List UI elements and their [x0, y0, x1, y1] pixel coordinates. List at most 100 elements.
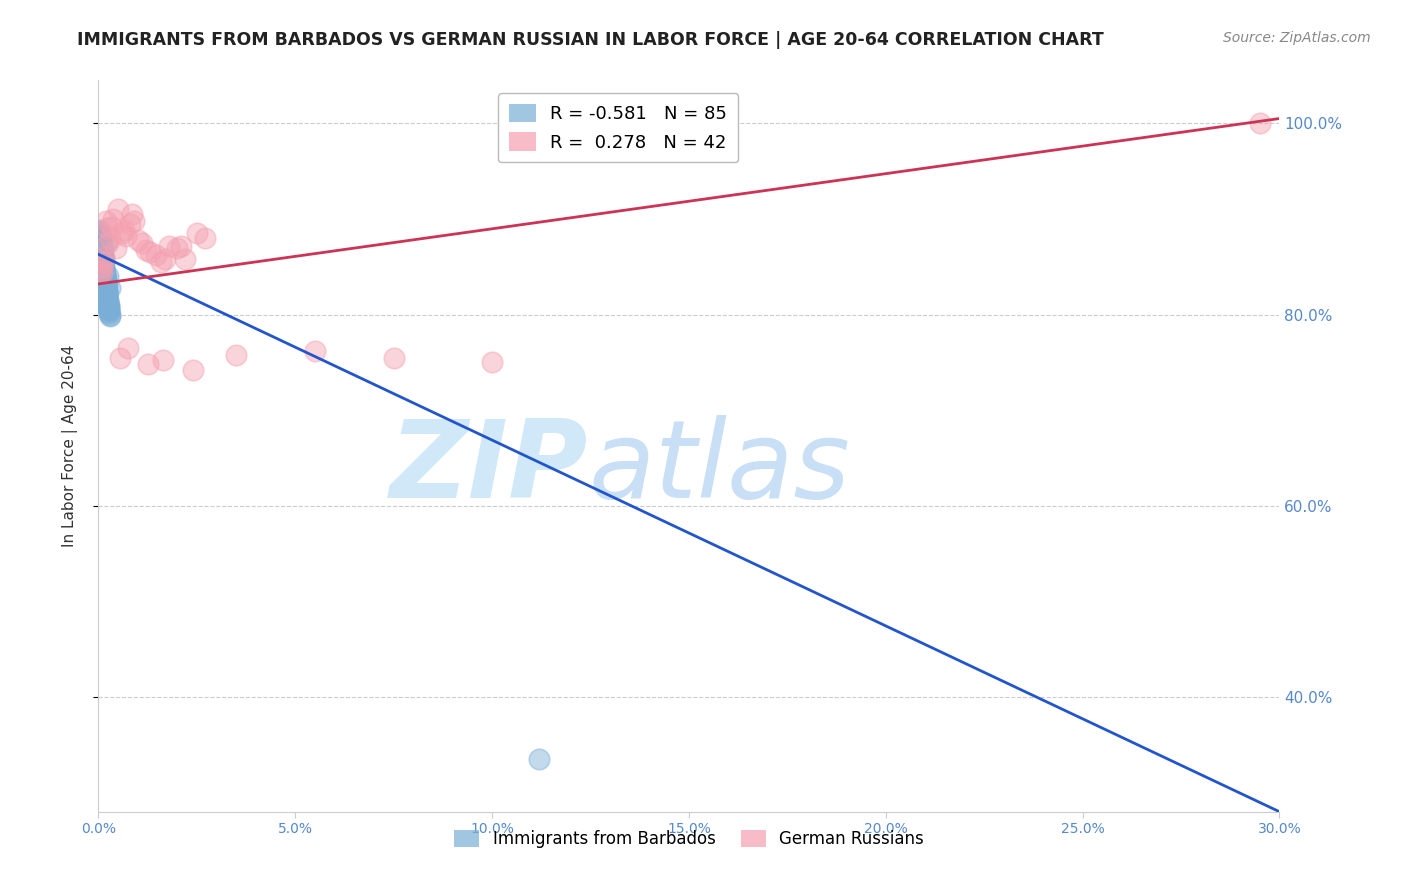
Point [89, 225, 111, 239]
Point [136, 357, 159, 371]
Point [91, 264, 114, 278]
Point [89, 227, 111, 242]
Point [135, 243, 157, 257]
Point [91, 260, 114, 274]
Point [93, 261, 115, 276]
Point [93, 258, 115, 272]
Point [97, 296, 120, 310]
Point [89, 233, 111, 247]
Point [90, 244, 112, 259]
Point [98, 310, 121, 324]
Point [91, 260, 114, 274]
Point [166, 241, 188, 255]
Point [186, 227, 208, 241]
Point [91, 252, 114, 266]
Point [89, 235, 111, 249]
Point [96, 284, 118, 298]
Legend: Immigrants from Barbados, German Russians: Immigrants from Barbados, German Russian… [447, 823, 931, 855]
Point [94, 278, 117, 293]
Point [89, 255, 111, 269]
Point [93, 252, 115, 266]
Point [157, 238, 180, 252]
Point [89, 235, 111, 249]
Point [94, 281, 117, 295]
Y-axis label: In Labor Force | Age 20-64: In Labor Force | Age 20-64 [62, 345, 77, 547]
Point [98, 305, 121, 319]
Point [93, 265, 115, 279]
Point [94, 273, 117, 287]
Point [94, 275, 117, 289]
Point [97, 269, 120, 284]
Point [90, 264, 112, 278]
Point [90, 233, 112, 247]
Point [93, 265, 115, 279]
Point [96, 293, 118, 308]
Point [93, 268, 115, 282]
Point [155, 252, 177, 266]
Point [91, 246, 114, 260]
Point [94, 271, 117, 285]
Point [90, 235, 112, 249]
Point [93, 274, 115, 288]
Point [98, 281, 121, 295]
Point [97, 300, 120, 314]
Point [98, 298, 121, 312]
Point [118, 217, 141, 231]
Point [91, 254, 114, 268]
Point [89, 229, 111, 244]
Point [150, 255, 173, 269]
Point [111, 227, 134, 241]
Point [96, 286, 118, 301]
Point [93, 263, 115, 277]
Text: IMMIGRANTS FROM BARBADOS VS GERMAN RUSSIAN IN LABOR FORCE | AGE 20-64 CORRELATIO: IMMIGRANTS FROM BARBADOS VS GERMAN RUSSI… [77, 31, 1104, 49]
Point [382, 351, 405, 365]
Point [225, 348, 247, 362]
Point [96, 290, 118, 304]
Point [112, 223, 135, 237]
Point [90, 241, 112, 255]
Point [93, 250, 115, 264]
Point [96, 283, 118, 297]
Point [108, 351, 131, 365]
Point [481, 355, 503, 369]
Point [93, 263, 115, 277]
Point [96, 290, 118, 304]
Point [97, 235, 120, 250]
Text: ZIP: ZIP [391, 415, 589, 521]
Point [105, 241, 128, 255]
Point [93, 271, 115, 285]
Point [97, 296, 120, 310]
Point [91, 254, 114, 268]
Point [96, 286, 118, 301]
Point [97, 293, 120, 308]
Point [117, 341, 139, 355]
Point [96, 288, 118, 302]
Point [145, 248, 167, 262]
Point [94, 271, 117, 285]
Point [107, 202, 129, 217]
Point [91, 248, 114, 262]
Point [131, 235, 153, 250]
Point [91, 248, 114, 262]
Point [91, 260, 114, 274]
Point [90, 243, 112, 257]
Point [152, 353, 174, 368]
Point [138, 245, 160, 260]
Point [91, 250, 114, 264]
Point [94, 214, 117, 228]
Point [97, 300, 120, 314]
Point [122, 214, 145, 228]
Point [91, 255, 114, 269]
Point [91, 244, 114, 259]
Point [93, 274, 115, 288]
Point [98, 231, 121, 245]
Point [91, 245, 114, 260]
Point [90, 236, 112, 251]
Point [89, 229, 111, 244]
Point [181, 363, 204, 377]
Text: atlas: atlas [589, 416, 851, 520]
Point [96, 221, 118, 235]
Point [121, 207, 143, 221]
Point [96, 281, 118, 295]
Point [304, 343, 326, 358]
